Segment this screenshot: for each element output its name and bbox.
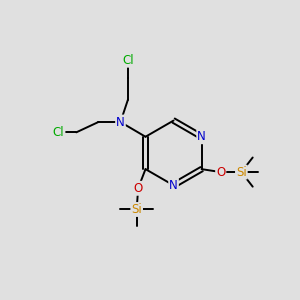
Text: N: N	[169, 179, 178, 192]
Text: O: O	[134, 182, 143, 195]
Text: Si: Si	[236, 166, 247, 178]
Text: N: N	[197, 130, 206, 143]
Text: N: N	[116, 116, 125, 128]
Text: Cl: Cl	[53, 126, 64, 139]
Text: O: O	[216, 166, 225, 178]
Text: Cl: Cl	[122, 54, 134, 67]
Text: Si: Si	[131, 203, 142, 216]
